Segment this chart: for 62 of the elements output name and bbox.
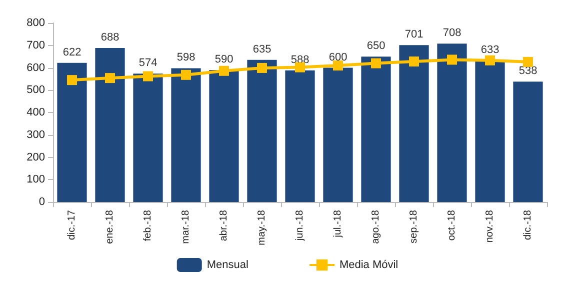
bar [437, 44, 467, 202]
bar [133, 74, 163, 202]
point [181, 70, 191, 80]
bar [209, 70, 239, 202]
y-tick-label: 200 [26, 151, 45, 164]
point [333, 60, 343, 71]
point [257, 62, 267, 73]
bar [95, 48, 125, 202]
data-label: 635 [252, 43, 272, 56]
bar [171, 68, 201, 202]
bar [399, 45, 429, 202]
bar [285, 70, 315, 202]
data-label: 600 [328, 51, 348, 64]
x-tick-label: nov.-18 [484, 210, 496, 243]
y-tick-label: 800 [26, 17, 45, 29]
legend-label: Media Móvil [339, 259, 398, 271]
x-tick-label: feb.-18 [142, 210, 154, 242]
bar [323, 68, 353, 202]
bar [361, 56, 391, 202]
data-label: 590 [214, 53, 234, 66]
point [371, 58, 381, 68]
data-label: 598 [176, 52, 196, 64]
bar [513, 82, 543, 202]
y-tick-label: 500 [26, 84, 45, 96]
data-label: 688 [100, 32, 120, 44]
point [485, 55, 495, 66]
point [105, 73, 115, 84]
x-tick-label: ene.-18 [104, 210, 116, 244]
data-label: 622 [62, 46, 82, 58]
point [409, 56, 419, 66]
point [143, 71, 153, 82]
data-label: 701 [404, 28, 424, 41]
x-tick-label: dic.-18 [522, 210, 534, 240]
data-label: 538 [518, 65, 538, 78]
bar [247, 60, 277, 202]
point [447, 54, 457, 65]
point [523, 56, 533, 67]
point [219, 66, 229, 76]
x-tick-label: dic.-17 [66, 210, 78, 240]
x-tick-label: ago.-18 [370, 210, 382, 244]
y-tick-label: 400 [26, 106, 45, 118]
data-label: 574 [138, 57, 158, 70]
point [67, 75, 77, 86]
bar [475, 60, 505, 202]
x-tick-label: sep.-18 [408, 210, 420, 244]
x-tick-label: jun.-18 [294, 210, 306, 242]
data-label: 708 [442, 27, 462, 40]
bar [57, 62, 87, 202]
legend-label: Mensual [206, 259, 248, 271]
x-tick-label: abr.-18 [218, 210, 230, 242]
y-tick-label: 300 [26, 128, 45, 141]
x-tick-label: may.-18 [256, 210, 268, 246]
y-tick-label: 0 [38, 196, 45, 208]
x-tick-label: jul.-18 [332, 210, 344, 238]
x-tick-label: oct.-18 [446, 210, 458, 241]
x-tick-label: mar.-18 [180, 210, 192, 244]
data-label: 588 [290, 54, 310, 66]
data-label: 650 [366, 40, 386, 52]
y-tick-label: 600 [26, 62, 45, 74]
y-tick-label: 700 [26, 39, 45, 52]
data-label: 633 [480, 44, 500, 56]
y-tick-label: 100 [26, 174, 45, 186]
